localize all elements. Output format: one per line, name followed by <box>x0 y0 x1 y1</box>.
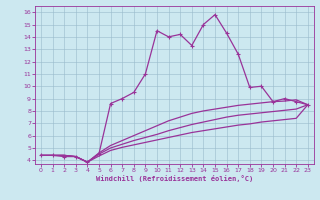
X-axis label: Windchill (Refroidissement éolien,°C): Windchill (Refroidissement éolien,°C) <box>96 175 253 182</box>
